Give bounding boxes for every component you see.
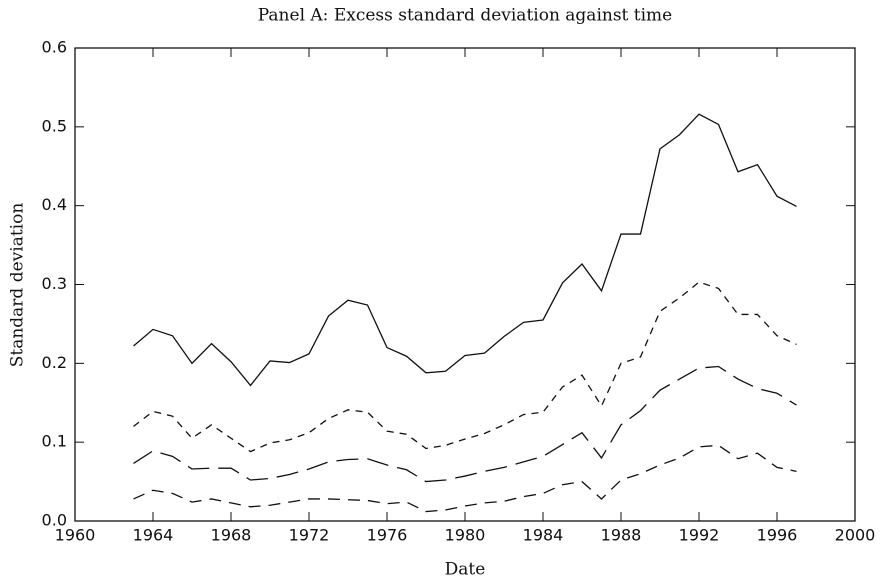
y-axis-title: Standard deviation [8, 203, 28, 368]
chart-title: Panel A: Excess standard deviation again… [258, 6, 673, 26]
y-tick-label: 0.2 [42, 353, 67, 372]
x-tick-label: 2000 [835, 526, 876, 545]
y-tick-label: 0.4 [42, 195, 67, 214]
x-tick-label: 1980 [445, 526, 486, 545]
series-line [133, 113, 797, 387]
y-tick-label: 0.1 [42, 432, 67, 451]
x-tick-label: 1988 [601, 526, 642, 545]
plot-frame [74, 47, 856, 522]
x-tick-label: 1984 [523, 526, 564, 545]
y-tick-label: 0.5 [42, 116, 67, 135]
x-axis-title: Date [445, 560, 486, 580]
series-line [133, 365, 797, 483]
x-tick-label: 1996 [757, 526, 798, 545]
x-tick-label: 1960 [55, 526, 96, 545]
y-tick-label: 0.3 [42, 274, 67, 293]
x-tick-label: 1992 [679, 526, 720, 545]
x-tick-label: 1976 [367, 526, 408, 545]
x-tick-label: 1972 [289, 526, 330, 545]
series-line [133, 444, 797, 513]
y-tick-label: 0.0 [42, 511, 67, 530]
x-tick-label: 1968 [211, 526, 252, 545]
x-tick-label: 1964 [133, 526, 174, 545]
series-line [133, 281, 797, 453]
y-tick-label: 0.6 [42, 38, 67, 57]
